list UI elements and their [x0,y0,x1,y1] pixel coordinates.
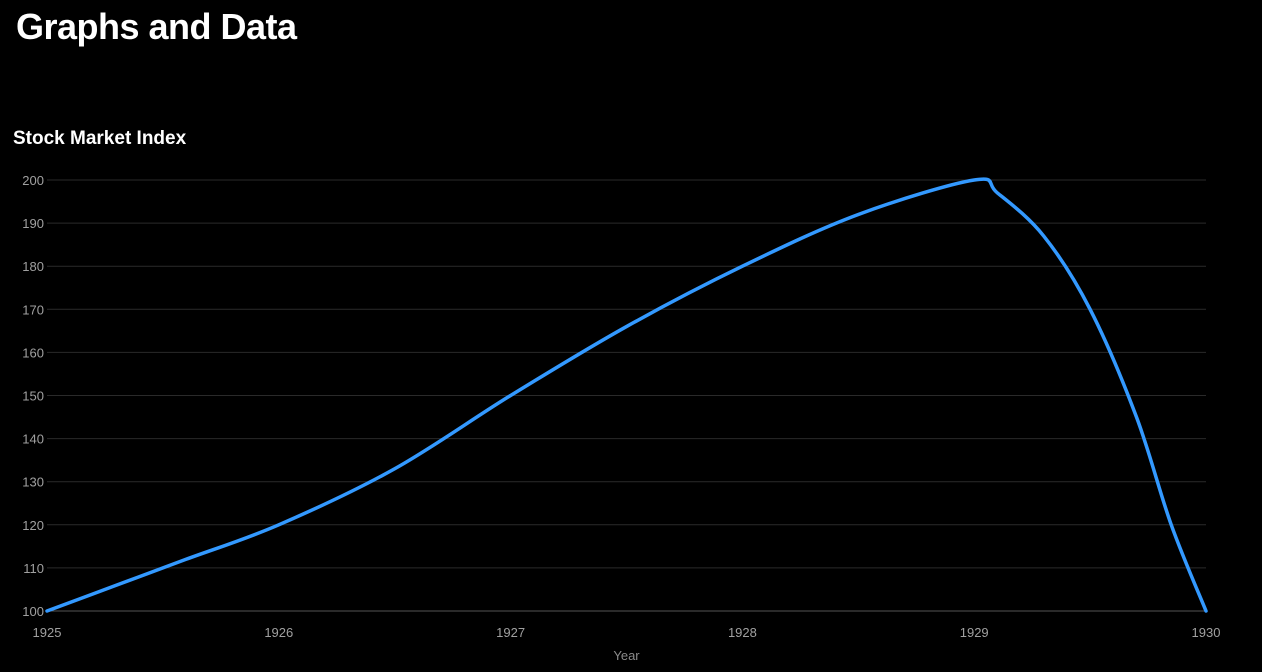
x-axis-label: Year [613,648,640,663]
y-tick-label-170: 170 [22,302,44,317]
y-tick-label-100: 100 [22,604,44,619]
y-tick-label-120: 120 [22,518,44,533]
x-tick-label-1925: 1925 [33,625,62,640]
x-tick-label-1928: 1928 [728,625,757,640]
x-tick-label-1926: 1926 [264,625,293,640]
x-tick-label-1927: 1927 [496,625,525,640]
y-tick-label-130: 130 [22,475,44,490]
series-layer [45,177,1208,613]
y-tick-label-140: 140 [22,432,44,447]
x-tick-label-1929: 1929 [960,625,989,640]
x-axis-ticks: 1925 1926 1927 1928 1929 1930 [33,625,1221,640]
y-axis-ticks: 100 110 120 130 140 150 160 170 180 190 200 [22,173,44,619]
y-tick-label-160: 160 [22,345,44,360]
grid-lines [47,179,1206,612]
page-title: Graphs and Data [16,6,297,47]
chart-title: Stock Market Index [13,128,187,149]
y-tick-label-150: 150 [22,389,44,404]
x-tick-label-1930: 1930 [1192,625,1221,640]
y-tick-label-110: 110 [23,561,44,576]
y-tick-label-200: 200 [22,173,44,188]
y-tick-label-180: 180 [22,259,44,274]
y-tick-label-190: 190 [22,216,44,231]
series-line-0 [45,177,1208,613]
